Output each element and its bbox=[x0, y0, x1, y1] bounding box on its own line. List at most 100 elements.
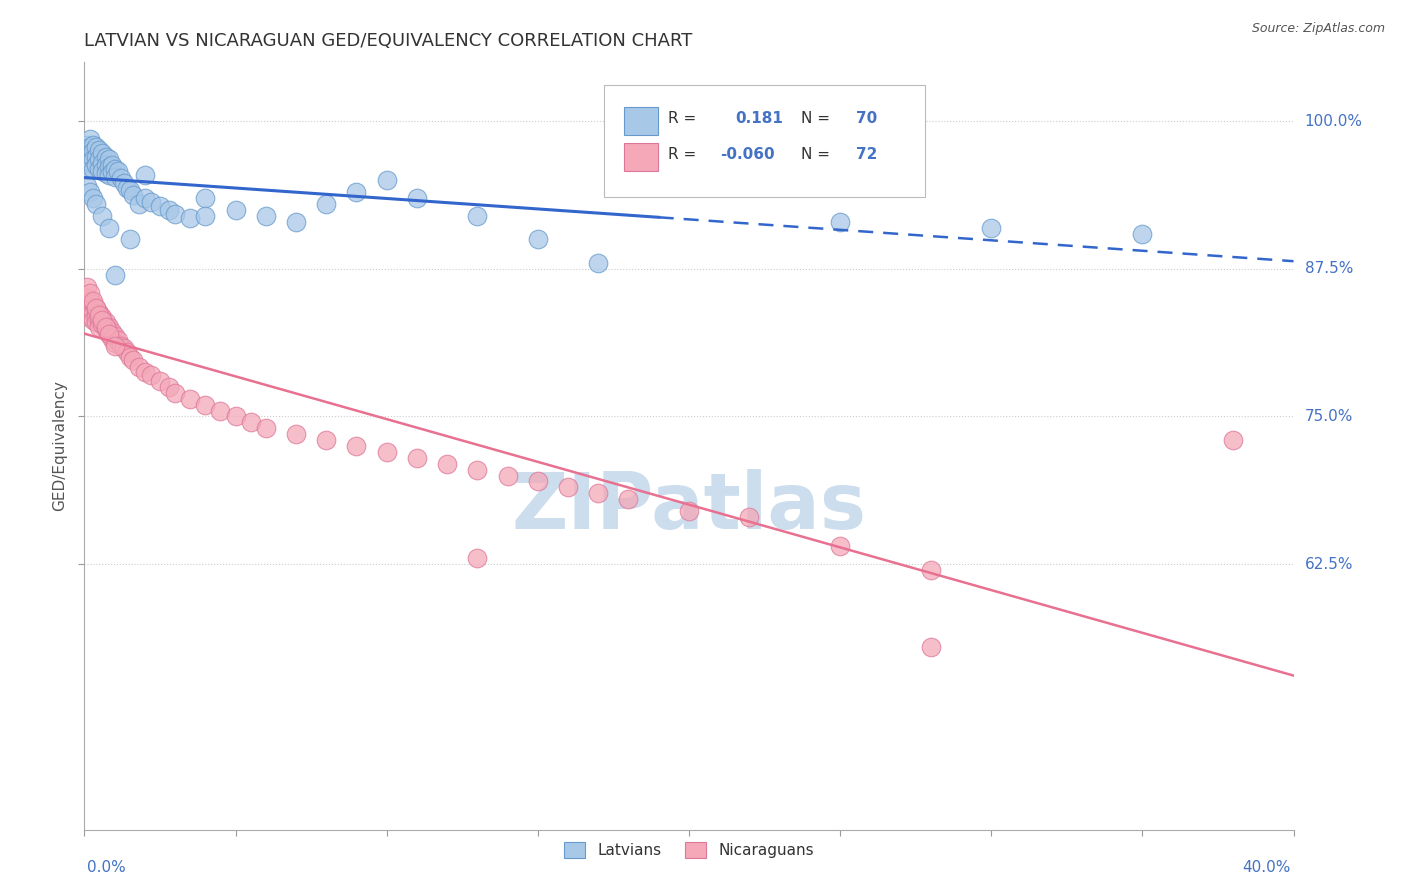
Text: -0.060: -0.060 bbox=[720, 147, 775, 162]
Point bbox=[94, 158, 117, 172]
Point bbox=[76, 279, 98, 293]
Point bbox=[97, 152, 120, 166]
Point bbox=[100, 158, 122, 172]
Point bbox=[194, 191, 217, 205]
Point bbox=[375, 445, 398, 459]
Point bbox=[86, 301, 108, 315]
Point bbox=[149, 374, 172, 388]
Point bbox=[110, 339, 132, 353]
Point bbox=[94, 166, 117, 180]
Text: 70: 70 bbox=[856, 111, 877, 126]
Point bbox=[86, 197, 108, 211]
Point bbox=[110, 171, 132, 186]
Point bbox=[86, 315, 108, 329]
Point bbox=[94, 150, 117, 164]
Point bbox=[225, 409, 247, 424]
Point bbox=[104, 339, 127, 353]
Point bbox=[79, 132, 101, 146]
Point bbox=[89, 305, 111, 319]
Point bbox=[89, 152, 111, 166]
Point bbox=[112, 176, 135, 190]
Text: R =: R = bbox=[668, 147, 696, 162]
Point bbox=[678, 504, 700, 518]
Point bbox=[107, 333, 129, 347]
Point bbox=[467, 551, 489, 566]
Y-axis label: GED/Equivalency: GED/Equivalency bbox=[52, 381, 67, 511]
Point bbox=[86, 140, 108, 154]
Point bbox=[76, 155, 98, 169]
Point bbox=[76, 303, 98, 318]
Point bbox=[830, 539, 852, 553]
Point bbox=[375, 173, 398, 187]
Point bbox=[285, 427, 308, 442]
Point bbox=[86, 301, 108, 315]
Point bbox=[830, 215, 852, 229]
Point bbox=[254, 421, 277, 435]
Point bbox=[346, 186, 368, 200]
Point bbox=[112, 341, 135, 355]
FancyBboxPatch shape bbox=[624, 143, 658, 170]
Point bbox=[97, 161, 120, 175]
Point bbox=[194, 209, 217, 223]
Point bbox=[104, 161, 127, 176]
Point bbox=[980, 220, 1002, 235]
Point bbox=[118, 232, 141, 246]
Point bbox=[134, 191, 156, 205]
Point bbox=[1130, 227, 1153, 241]
Point bbox=[94, 319, 117, 334]
Point bbox=[82, 138, 104, 153]
Point bbox=[165, 206, 187, 220]
Point bbox=[165, 385, 187, 400]
Point bbox=[115, 180, 138, 194]
Point bbox=[157, 380, 180, 394]
Point bbox=[527, 232, 550, 246]
Text: N =: N = bbox=[801, 147, 831, 162]
Text: 40.0%: 40.0% bbox=[1243, 860, 1291, 875]
Point bbox=[76, 297, 98, 311]
Point bbox=[82, 152, 104, 166]
Point bbox=[94, 315, 117, 329]
Point bbox=[557, 480, 579, 494]
Point bbox=[157, 202, 180, 217]
Point bbox=[225, 202, 247, 217]
Point bbox=[588, 486, 610, 500]
Point bbox=[79, 186, 101, 200]
Point bbox=[89, 308, 111, 322]
Point bbox=[91, 310, 114, 325]
Point bbox=[86, 150, 108, 164]
Point bbox=[467, 462, 489, 476]
Point bbox=[97, 220, 120, 235]
Point bbox=[118, 183, 141, 197]
Point bbox=[315, 433, 337, 447]
Point bbox=[588, 256, 610, 270]
Point bbox=[91, 146, 114, 161]
Point bbox=[79, 147, 101, 161]
Point bbox=[82, 161, 104, 176]
Point bbox=[315, 197, 337, 211]
Text: 75.0%: 75.0% bbox=[1305, 409, 1353, 424]
Text: 87.5%: 87.5% bbox=[1305, 261, 1353, 277]
Point bbox=[82, 144, 104, 158]
Point bbox=[89, 312, 111, 326]
Point bbox=[128, 197, 150, 211]
Point bbox=[89, 161, 111, 176]
Point bbox=[239, 416, 262, 430]
Point bbox=[467, 209, 489, 223]
Point bbox=[89, 319, 111, 334]
Point bbox=[97, 326, 120, 341]
Point bbox=[76, 179, 98, 194]
Point bbox=[346, 439, 368, 453]
Point bbox=[104, 268, 127, 282]
Point bbox=[209, 403, 232, 417]
Point bbox=[76, 144, 98, 158]
Point bbox=[91, 318, 114, 332]
Point bbox=[100, 332, 122, 346]
Text: Source: ZipAtlas.com: Source: ZipAtlas.com bbox=[1251, 22, 1385, 36]
Text: ZIPatlas: ZIPatlas bbox=[512, 469, 866, 545]
Legend: Latvians, Nicaraguans: Latvians, Nicaraguans bbox=[558, 836, 820, 864]
Point bbox=[179, 211, 201, 226]
Point bbox=[79, 285, 101, 300]
Point bbox=[118, 351, 141, 365]
Point bbox=[97, 319, 120, 334]
Text: 0.181: 0.181 bbox=[735, 111, 783, 126]
